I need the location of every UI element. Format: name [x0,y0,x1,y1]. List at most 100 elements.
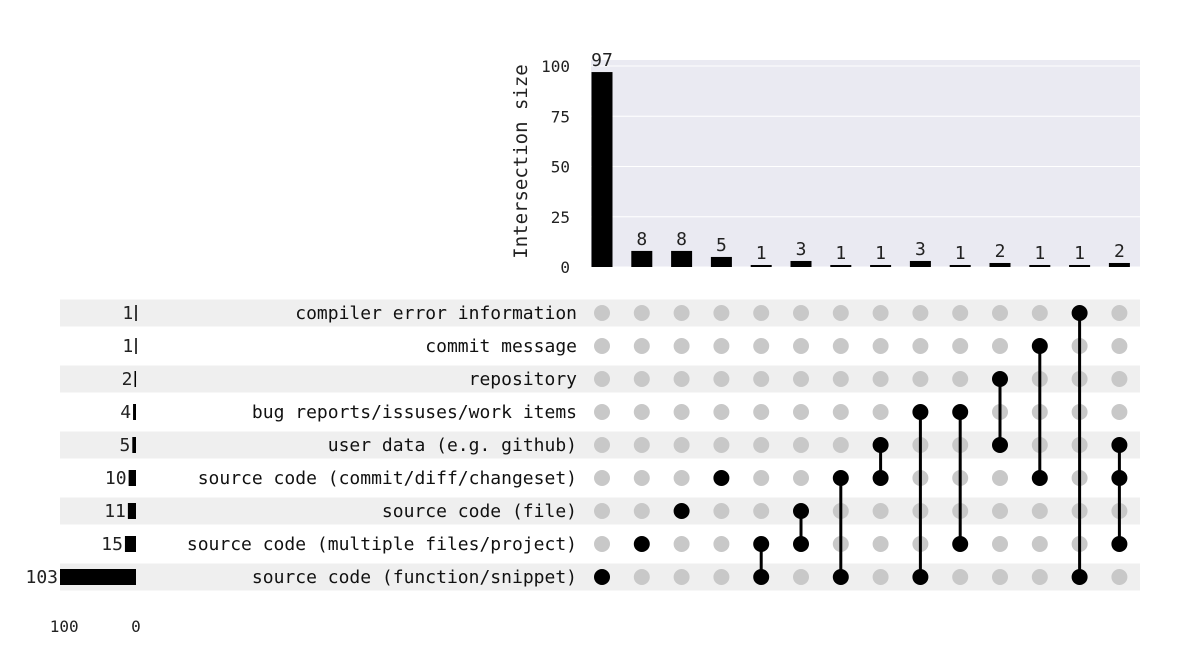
matrix-dot-inactive [594,338,610,354]
matrix-dot-inactive [713,536,730,552]
set-label: commit message [425,336,577,357]
set-size-axis-ticks: 100 0 [50,617,141,636]
intersection-gridlines [591,65,1140,268]
set-label: source code (function/snippet) [252,567,577,588]
matrix-dot-active [753,569,770,585]
set-size-label: 1 [122,336,133,357]
y-tick-label: 75 [551,107,570,126]
matrix-dot-inactive [633,371,650,387]
matrix-dot-inactive [594,470,610,486]
matrix-dot-inactive [633,305,650,321]
matrix-dot-inactive [793,371,809,387]
matrix-dot-inactive [793,437,809,453]
intersection-bar-label: 2 [995,241,1006,262]
matrix-dot-inactive [753,404,770,420]
matrix-dot-active [912,404,929,420]
matrix-dot-inactive [992,470,1008,486]
matrix-dot-active [633,536,650,552]
matrix-dot-inactive [1031,536,1048,552]
set-labels: compiler error information commit message… [187,303,577,588]
intersection-bar [631,250,653,267]
matrix-dot-inactive [793,569,809,585]
matrix-dot-inactive [673,569,690,585]
intersection-bar-label: 8 [636,229,647,250]
matrix-dot-inactive [1111,371,1128,387]
set-size-tick-label: 0 [131,617,141,636]
matrix-dot-inactive [872,371,889,387]
matrix-dot-inactive [594,371,610,387]
set-label: source code (commit/diff/changeset) [198,468,577,489]
set-size-label: 103 [25,567,58,588]
matrix-dot-inactive [633,569,650,585]
intersection-bar-label: 1 [756,243,767,264]
matrix-dot-active [1031,470,1048,486]
matrix-dot-inactive [753,470,770,486]
matrix-dot-inactive [832,437,849,453]
matrix-dot-inactive [633,404,650,420]
matrix-dot-inactive [753,305,770,321]
set-size-bar [124,536,136,552]
matrix-dot-inactive [633,470,650,486]
y-tick-label: 50 [551,158,570,177]
set-size-label: 4 [120,402,131,423]
matrix-dot-inactive [952,305,969,321]
matrix-dot-active [1111,437,1128,453]
matrix-dot-inactive [1111,338,1128,354]
matrix-dot-inactive [673,437,690,453]
intersection-bar-label: 97 [591,50,613,71]
matrix-dot-inactive [1111,569,1128,585]
intersection-bar [1029,264,1051,267]
matrix-dot-inactive [912,371,929,387]
set-size-label: 10 [105,468,127,489]
intersection-bar-label: 1 [875,243,886,264]
matrix-dot-inactive [1031,305,1048,321]
matrix-dot-inactive [1031,503,1048,519]
matrix-dot-active [952,536,969,552]
matrix-dot-inactive [633,503,650,519]
set-size-bar [60,569,136,585]
matrix-dot-inactive [872,338,889,354]
set-label: user data (e.g. github) [328,435,577,456]
matrix-dot-inactive [793,338,809,354]
matrix-dot-active [594,569,610,585]
set-size-bar [127,503,136,519]
matrix-dot-inactive [753,338,770,354]
matrix-dot-active [673,503,690,519]
intersection-bar [750,264,772,267]
matrix-dot-inactive [594,305,610,321]
intersection-bar [710,256,732,267]
matrix-dot-inactive [992,305,1008,321]
y-tick-label: 100 [541,57,570,76]
matrix-dot-active [753,536,770,552]
matrix-dot-inactive [793,470,809,486]
intersection-bar [909,260,931,267]
matrix-dot-inactive [713,371,730,387]
y-tick-label: 25 [551,208,570,227]
intersection-bar [1108,262,1130,267]
matrix-dot-inactive [673,536,690,552]
intersection-bar-label: 3 [796,239,807,260]
intersection-bar [671,250,693,267]
matrix-dot-active [952,404,969,420]
matrix-dot-inactive [753,503,770,519]
set-size-bar [132,437,136,453]
matrix-dot-inactive [713,569,730,585]
set-label: compiler error information [295,303,577,324]
matrix-dot-inactive [594,536,610,552]
matrix-dot-inactive [872,503,889,519]
matrix-dot-active [872,437,889,453]
set-label: source code (file) [382,501,577,522]
intersection-plot-background [591,60,1140,267]
matrix-dot-active [1071,569,1088,585]
intersection-bar [790,260,812,267]
matrix-dot-inactive [832,404,849,420]
matrix-dot-inactive [832,338,849,354]
matrix-dot-active [1031,338,1048,354]
matrix-dot-inactive [753,371,770,387]
intersection-matrix [594,305,1128,585]
set-size-label: 11 [104,501,126,522]
matrix-dot-inactive [872,569,889,585]
set-size-bar [135,338,137,354]
matrix-dot-inactive [673,404,690,420]
